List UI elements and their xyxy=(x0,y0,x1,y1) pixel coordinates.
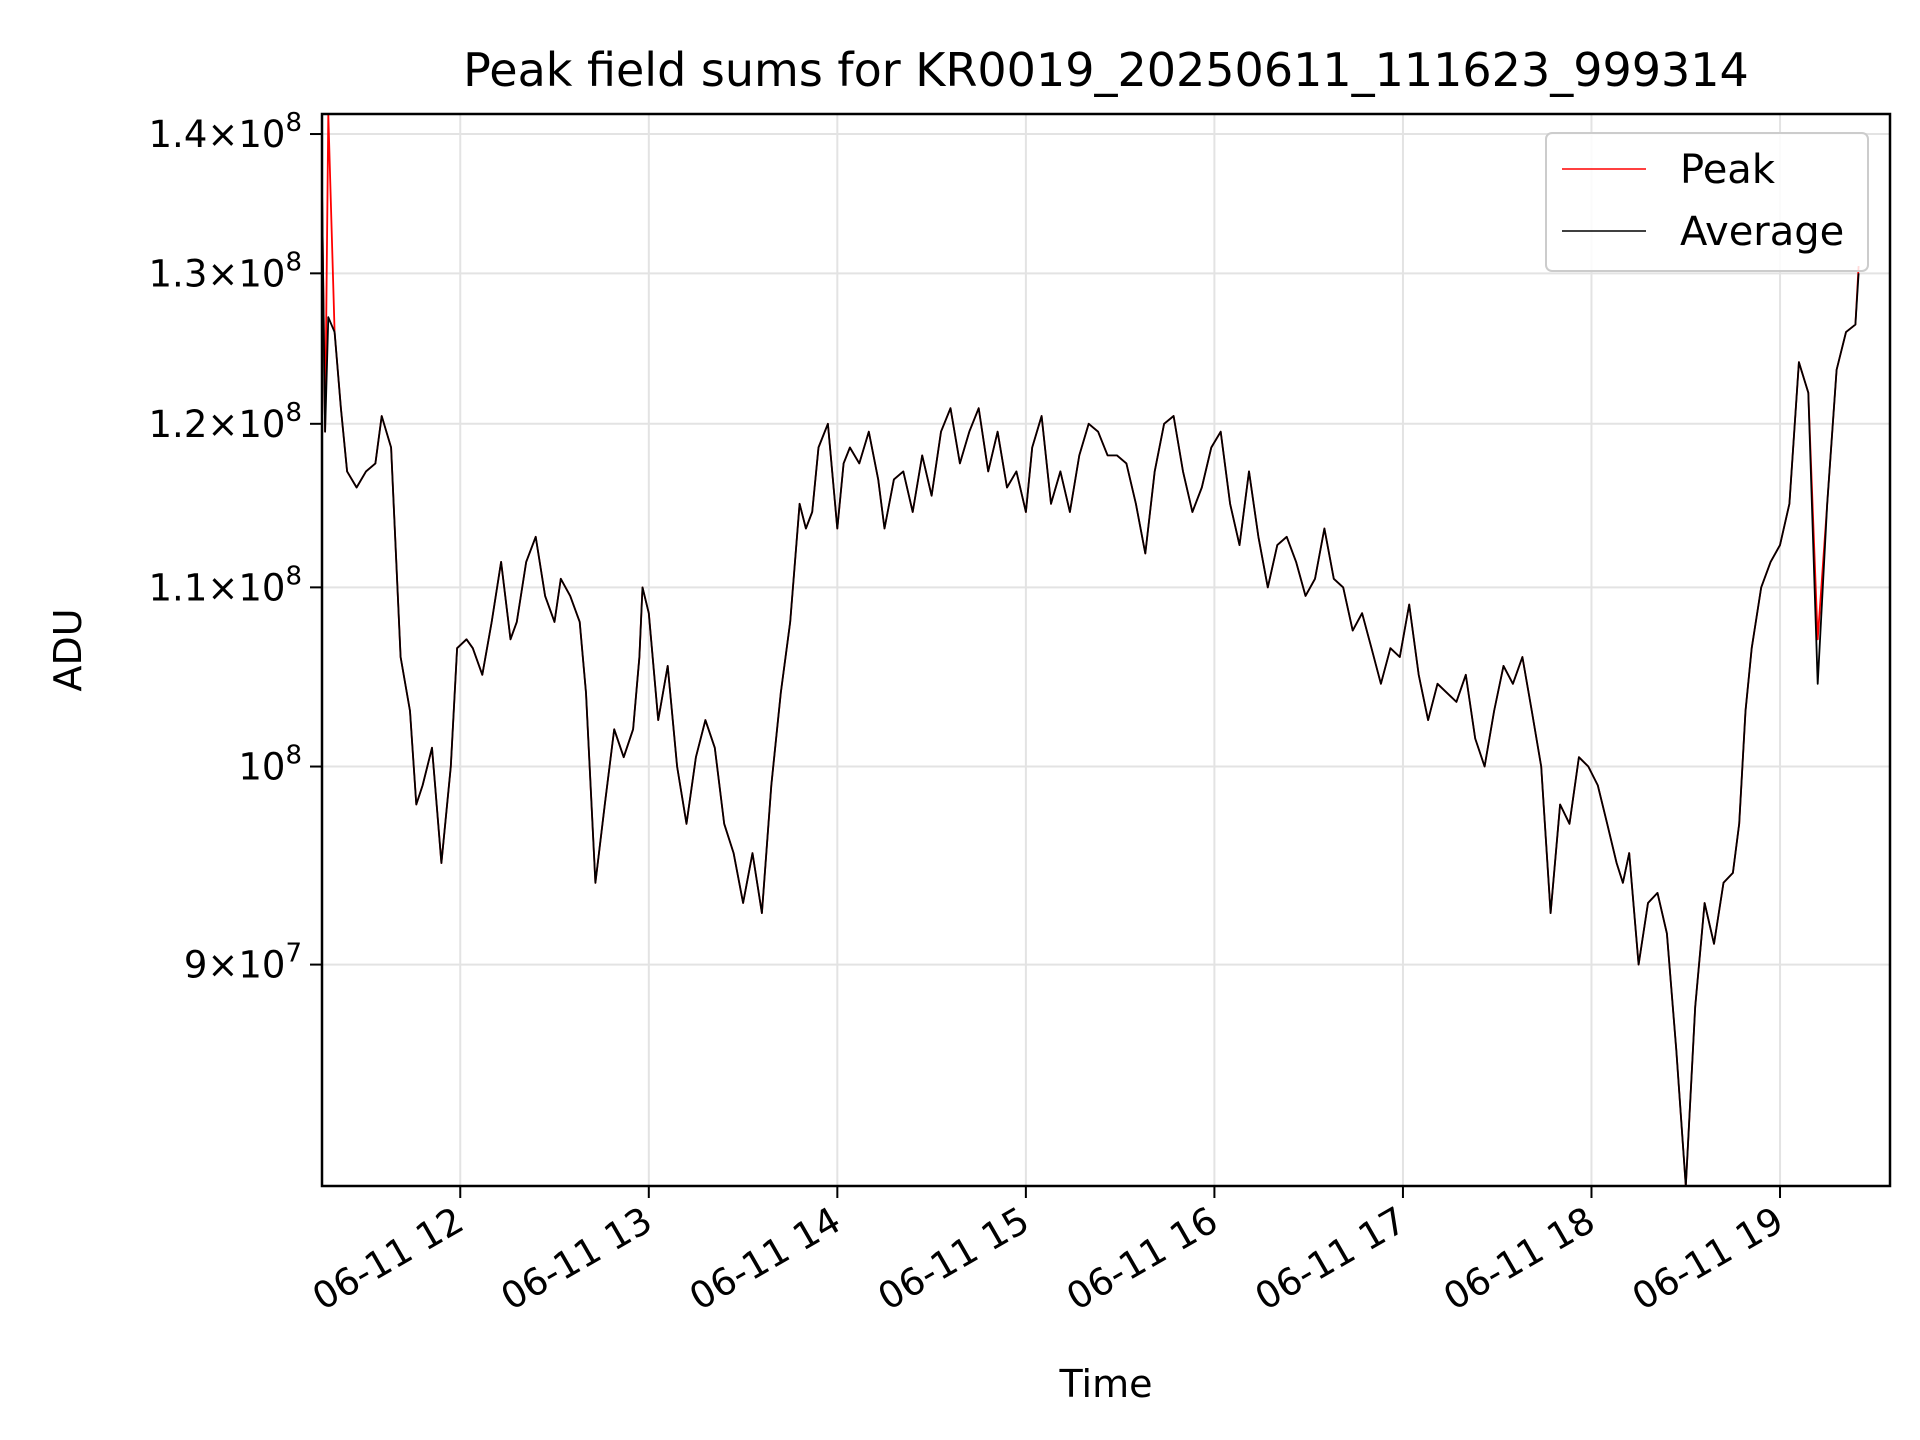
y-tick-label: 1.1×108 xyxy=(149,561,302,609)
y-tick-label: 108 xyxy=(238,741,302,789)
y-tick-label: 1.2×108 xyxy=(149,398,302,446)
y-axis-title: ADU xyxy=(46,608,90,691)
series-line-average xyxy=(322,188,1860,1186)
y-tick-label: 1.3×108 xyxy=(149,247,302,295)
x-axis-title: Time xyxy=(1059,1362,1153,1406)
grid-layer xyxy=(322,114,1890,1186)
y-tick-label: 1.4×108 xyxy=(149,108,302,156)
y-axis: 9×107 108 1.1×108 1.2×108 1.3×108 1.4×108 xyxy=(149,108,322,987)
y-tick-label: 9×107 xyxy=(184,939,302,987)
plot-frame xyxy=(320,112,1892,1188)
chart-title: Peak field sums for KR0019_20250611_1116… xyxy=(463,43,1749,97)
legend-label-average: Average xyxy=(1680,209,1844,255)
series-layer xyxy=(322,114,1860,1186)
legend-label-peak: Peak xyxy=(1680,147,1776,193)
legend: Peak Average xyxy=(1545,132,1869,272)
legend-box xyxy=(1545,132,1869,272)
